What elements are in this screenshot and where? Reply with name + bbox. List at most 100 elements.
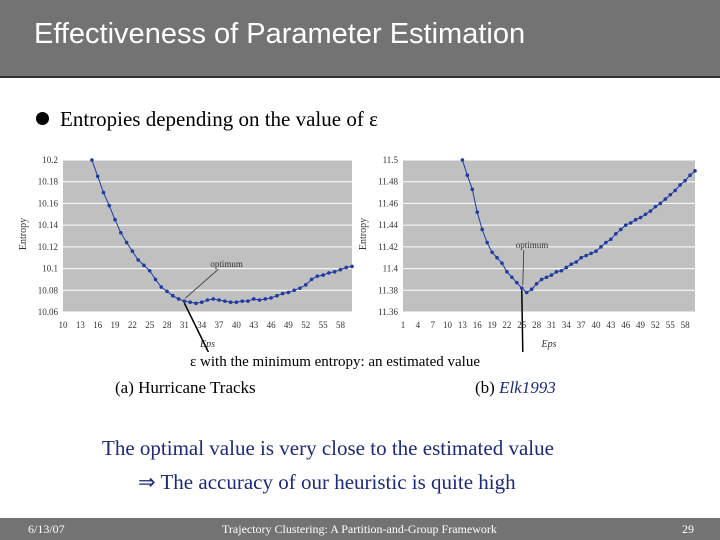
x-axis-label: Eps <box>199 339 215 350</box>
data-point <box>688 173 692 177</box>
data-point <box>292 288 297 293</box>
bullet-row: Entropies depending on the value of ε <box>36 107 378 132</box>
x-tick-label: 40 <box>592 320 602 330</box>
data-point <box>269 296 273 300</box>
data-point <box>119 230 123 235</box>
x-tick-label: 37 <box>215 320 225 330</box>
y-tick-label: 11.4 <box>383 264 399 274</box>
data-point <box>574 260 579 264</box>
x-tick-label: 22 <box>502 320 511 330</box>
data-point <box>199 300 204 305</box>
title-bar: Effectiveness of Parameter Estimation <box>0 0 720 78</box>
data-point <box>609 237 613 242</box>
data-point <box>668 192 673 197</box>
data-point <box>147 268 152 273</box>
x-tick-label: 43 <box>606 320 616 330</box>
data-point <box>539 277 544 282</box>
footer-bar: 6/13/07 Trajectory Clustering: A Partiti… <box>0 518 720 540</box>
x-tick-label: 34 <box>562 320 572 330</box>
x-tick-label: 13 <box>458 320 468 330</box>
x-tick-label: 1 <box>401 320 406 330</box>
footer-page: 29 <box>682 522 694 536</box>
y-tick-label: 11.42 <box>378 242 398 252</box>
estimate-arrow <box>521 290 524 352</box>
data-point <box>589 251 593 256</box>
y-tick-label: 10.12 <box>38 242 58 252</box>
data-point <box>594 249 598 253</box>
data-point <box>460 158 465 162</box>
x-tick-label: 55 <box>666 320 676 330</box>
data-point <box>678 183 682 187</box>
implies-arrow-icon: ⇒ <box>138 470 156 494</box>
data-point <box>623 223 628 227</box>
y-tick-label: 11.38 <box>378 285 398 295</box>
data-point <box>327 271 331 275</box>
data-point <box>188 300 192 305</box>
x-tick-label: 58 <box>681 320 691 330</box>
caption-b: (b) Elk1993 <box>475 378 556 398</box>
data-point <box>228 300 233 305</box>
bullet-dot-icon <box>36 112 49 125</box>
data-point <box>549 273 554 277</box>
data-point <box>344 265 349 270</box>
data-point <box>604 240 608 245</box>
data-point <box>673 188 678 193</box>
data-point <box>240 299 244 303</box>
y-tick-label: 11.48 <box>378 177 398 187</box>
data-point <box>683 178 687 183</box>
data-point <box>564 265 569 270</box>
data-point <box>280 291 285 296</box>
data-point <box>500 261 504 265</box>
x-tick-label: 37 <box>577 320 587 330</box>
data-point <box>95 174 100 179</box>
x-tick-label: 10 <box>443 320 453 330</box>
data-point <box>142 263 146 268</box>
bullet-text: Entropies depending on the value of ε <box>60 107 378 131</box>
data-point <box>495 255 499 260</box>
data-point <box>153 277 158 282</box>
x-axis-label: Eps <box>541 339 557 350</box>
data-point <box>275 293 279 298</box>
data-point <box>628 221 633 225</box>
title-underline <box>0 76 720 78</box>
data-point <box>569 262 574 267</box>
x-tick-label: 52 <box>301 320 310 330</box>
data-point <box>515 280 519 285</box>
x-tick-label: 25 <box>145 320 155 330</box>
data-point <box>648 209 653 213</box>
data-point <box>286 290 291 295</box>
x-tick-label: 49 <box>284 320 294 330</box>
y-axis-label: Entropy <box>358 218 369 250</box>
x-tick-label: 19 <box>488 320 498 330</box>
data-point <box>653 204 658 209</box>
conclusion-line-2: ⇒ The accuracy of our heuristic is quite… <box>138 470 516 495</box>
x-tick-label: 10 <box>59 320 69 330</box>
data-point <box>136 258 140 262</box>
data-point <box>465 173 470 177</box>
footer-center: Trajectory Clustering: A Partition-and-G… <box>222 522 497 536</box>
y-tick-label: 10.1 <box>42 264 58 274</box>
x-tick-label: 31 <box>547 320 556 330</box>
data-point <box>257 298 262 302</box>
x-tick-label: 16 <box>473 320 483 330</box>
x-tick-label: 13 <box>76 320 86 330</box>
y-tick-label: 10.14 <box>38 220 59 230</box>
data-point <box>599 245 603 249</box>
data-point <box>332 270 337 274</box>
data-point <box>524 290 529 295</box>
data-point <box>107 203 112 208</box>
data-point <box>544 275 549 280</box>
data-point <box>321 273 325 277</box>
conclusion-line-1: The optimal value is very close to the e… <box>102 436 554 460</box>
data-point <box>663 197 668 201</box>
data-point <box>194 301 198 306</box>
annotation-label: optimum <box>516 240 549 250</box>
y-tick-label: 10.2 <box>42 155 58 165</box>
y-tick-label: 11.44 <box>378 220 398 230</box>
x-tick-label: 46 <box>267 320 277 330</box>
y-tick-label: 10.16 <box>38 198 59 208</box>
slide-title: Effectiveness of Parameter Estimation <box>34 18 526 50</box>
data-point <box>309 277 314 282</box>
y-tick-label: 10.08 <box>38 285 59 295</box>
data-point <box>658 201 663 206</box>
